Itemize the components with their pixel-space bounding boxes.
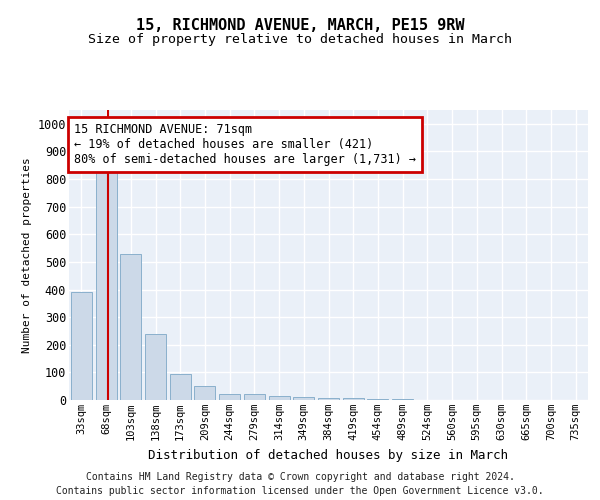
Text: Contains public sector information licensed under the Open Government Licence v3: Contains public sector information licen… bbox=[56, 486, 544, 496]
Bar bbox=[293, 397, 314, 400]
Bar bbox=[244, 394, 265, 400]
Text: Contains HM Land Registry data © Crown copyright and database right 2024.: Contains HM Land Registry data © Crown c… bbox=[86, 472, 514, 482]
X-axis label: Distribution of detached houses by size in March: Distribution of detached houses by size … bbox=[149, 448, 509, 462]
Bar bbox=[219, 394, 240, 400]
Bar bbox=[269, 396, 290, 400]
Bar bbox=[194, 386, 215, 400]
Text: Size of property relative to detached houses in March: Size of property relative to detached ho… bbox=[88, 32, 512, 46]
Bar bbox=[367, 399, 388, 400]
Bar bbox=[170, 374, 191, 400]
Text: 15 RICHMOND AVENUE: 71sqm
← 19% of detached houses are smaller (421)
80% of semi: 15 RICHMOND AVENUE: 71sqm ← 19% of detac… bbox=[74, 123, 416, 166]
Bar bbox=[145, 334, 166, 400]
Bar bbox=[120, 254, 141, 400]
Y-axis label: Number of detached properties: Number of detached properties bbox=[22, 157, 32, 353]
Text: 15, RICHMOND AVENUE, MARCH, PE15 9RW: 15, RICHMOND AVENUE, MARCH, PE15 9RW bbox=[136, 18, 464, 32]
Bar bbox=[71, 292, 92, 400]
Bar bbox=[95, 171, 116, 400]
Bar bbox=[318, 398, 339, 400]
Bar bbox=[343, 398, 364, 400]
